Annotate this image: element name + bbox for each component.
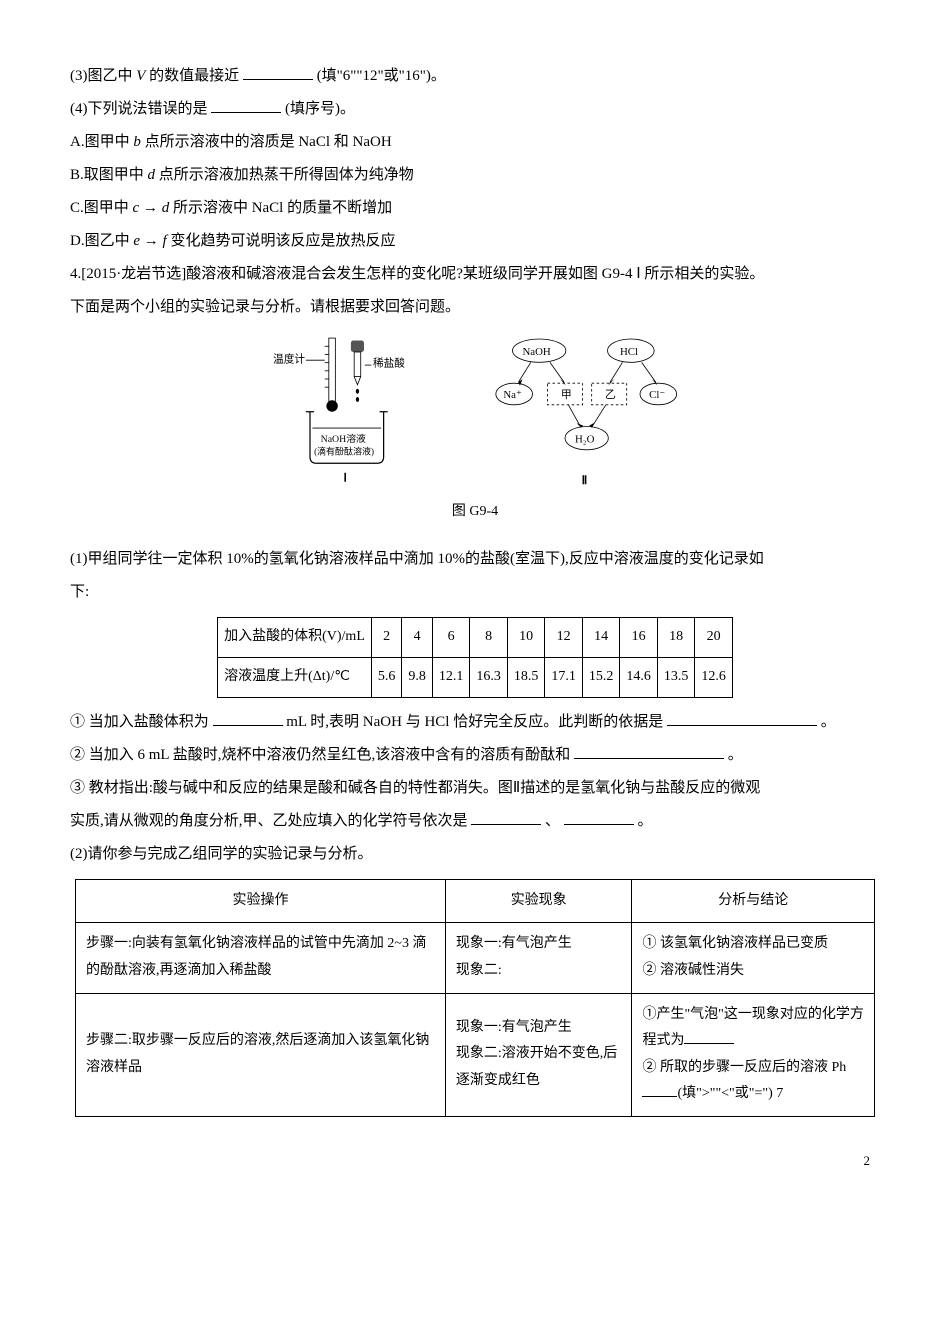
page-number: 2 xyxy=(70,1147,880,1176)
naoh-sol-label: NaOH溶液 xyxy=(321,432,366,445)
q3-C: C.图甲中 c → d 所示溶液中 NaCl 的质量不断增加 xyxy=(70,192,880,225)
q4-1: (1)甲组同学往一定体积 10%的氢氧化钠溶液样品中滴加 10%的盐酸(室温下)… xyxy=(70,543,880,576)
q4-sub3b: 实质,请从微观的角度分析,甲、乙处应填入的化学符号依次是 、 。 xyxy=(70,805,880,838)
blank xyxy=(213,725,283,726)
temperature-table: 加入盐酸的体积(V)/mL2468101214161820 溶液温度上升(Δt)… xyxy=(217,617,733,698)
r2c3: ①产生"气泡"这一现象对应的化学方程式为 ② 所取的步骤一反应后的溶液 Ph (… xyxy=(632,993,875,1116)
h2o-oval: H₂O xyxy=(575,433,595,445)
q3-B: B.取图甲中 d 点所示溶液加热蒸干所得固体为纯净物 xyxy=(70,159,880,192)
naoh-oval: NaOH xyxy=(523,346,551,358)
jia-box: 甲 xyxy=(561,389,572,401)
q4-2: (2)请你参与完成乙组同学的实验记录与分析。 xyxy=(70,838,880,871)
blank xyxy=(564,824,634,825)
figure-g9-4: 温度计 稀盐酸 NaOH溶液 (滴有酚酞溶液) Ⅰ NaOH HCl Na⁺ xyxy=(70,334,880,492)
blank xyxy=(574,758,724,759)
q3-D: D.图乙中 e → f 变化趋势可说明该反应是放热反应 xyxy=(70,225,880,258)
q4-stem: 4.[2015·龙岩节选]酸溶液和碱溶液混合会发生怎样的变化呢?某班级同学开展如… xyxy=(70,258,880,291)
r1c3: ① 该氢氧化钠溶液样品已变质 ② 溶液碱性消失 xyxy=(632,923,875,993)
experiment-table: 实验操作 实验现象 分析与结论 步骤一:向装有氢氧化钠溶液样品的试管中先滴加 2… xyxy=(75,879,875,1117)
q4-1b: 下: xyxy=(70,576,880,609)
thermo-label: 温度计 xyxy=(273,353,305,366)
label-II: Ⅱ xyxy=(582,474,588,487)
q3-4: (4)下列说法错误的是 (填序号)。 xyxy=(70,93,880,126)
na-ion: Na⁺ xyxy=(503,389,522,401)
fig-caption: 图 G9-4 xyxy=(70,497,880,528)
hdr-obs: 实验现象 xyxy=(445,879,632,923)
q4-sub1: ① 当加入盐酸体积为 mL 时,表明 NaOH 与 HCl 恰好完全反应。此判断… xyxy=(70,706,880,739)
blank xyxy=(471,824,541,825)
blank xyxy=(211,112,281,113)
hdr-op: 实验操作 xyxy=(76,879,446,923)
acid-label: 稀盐酸 xyxy=(373,357,405,370)
blank xyxy=(684,1043,734,1044)
diagram-II: NaOH HCl Na⁺ 甲 乙 Cl⁻ H₂O Ⅱ xyxy=(485,334,685,492)
q3-A: A.图甲中 b 点所示溶液中的溶质是 NaCl 和 NaOH xyxy=(70,126,880,159)
hcl-oval: HCl xyxy=(620,346,638,358)
r2c1: 步骤二:取步骤一反应后的溶液,然后逐滴加入该氢氧化钠溶液样品 xyxy=(76,993,446,1116)
diagram-I: 温度计 稀盐酸 NaOH溶液 (滴有酚酞溶液) Ⅰ xyxy=(265,334,445,489)
yi-box: 乙 xyxy=(605,388,616,401)
blank xyxy=(243,79,313,80)
q4-stem2: 下面是两个小组的实验记录与分析。请根据要求回答问题。 xyxy=(70,291,880,324)
cl-ion: Cl⁻ xyxy=(649,389,665,401)
q4-sub3a: ③ 教材指出:酸与碱中和反应的结果是酸和碱各自的特性都消失。图Ⅱ描述的是氢氧化钠… xyxy=(70,772,880,805)
q3-3: (3)图乙中 V 的数值最接近 (填"6""12"或"16")。 xyxy=(70,60,880,93)
r1c2: 现象一:有气泡产生 现象二: xyxy=(445,923,632,993)
blank xyxy=(667,725,817,726)
q4-sub2: ② 当加入 6 mL 盐酸时,烧杯中溶液仍然呈红色,该溶液中含有的溶质有酚酞和 … xyxy=(70,739,880,772)
r1c1: 步骤一:向装有氢氧化钠溶液样品的试管中先滴加 2~3 滴的酚酞溶液,再逐滴加入稀… xyxy=(76,923,446,993)
hdr-conc: 分析与结论 xyxy=(632,879,875,923)
blank xyxy=(642,1096,677,1097)
phenol-label: (滴有酚酞溶液) xyxy=(314,445,374,456)
label-I: Ⅰ xyxy=(344,472,347,484)
r2c2: 现象一:有气泡产生 现象二:溶液开始不变色,后逐渐变成红色 xyxy=(445,993,632,1116)
